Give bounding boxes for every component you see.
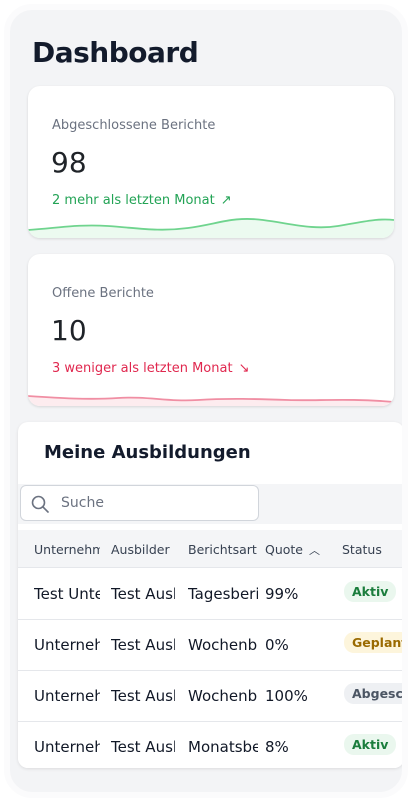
section-title: Meine Ausbildungen bbox=[44, 442, 251, 463]
cell-quote: 100% bbox=[265, 687, 308, 705]
stat-card-trend: 2 mehr als letzten Monat ↗ bbox=[52, 193, 232, 208]
cell-trainer: Test Ausbilder bbox=[111, 687, 175, 705]
cell-company: Unternehmen bbox=[34, 687, 100, 705]
table-row[interactable]: Unternehmen Test Ausbilder Wochenbericht 0%… bbox=[18, 620, 402, 671]
stat-card-trend: 3 weniger als letzten Monat ↘ bbox=[52, 361, 249, 376]
cell-report-type: Wochenbericht bbox=[188, 687, 258, 705]
stat-card-completed-reports[interactable]: Abgeschlossene Berichte 98 2 mehr als le… bbox=[28, 86, 394, 238]
status-badge: Aktiv bbox=[344, 581, 397, 602]
stat-card-label: Abgeschlossene Berichte bbox=[52, 118, 216, 133]
cell-quote: 99% bbox=[265, 585, 299, 603]
cell-trainer: Test Ausbilder bbox=[111, 738, 175, 756]
table-row[interactable]: Unternehmen Test Ausbilder Wochenbericht 10… bbox=[18, 671, 402, 722]
column-header-quote[interactable]: Quote ︿ bbox=[265, 542, 335, 558]
cell-company: Unternehmen bbox=[34, 636, 100, 654]
column-header-report-type[interactable]: Berichtsart bbox=[188, 542, 257, 557]
status-badge: Geplant bbox=[344, 632, 402, 653]
cell-company: Test Unternehmen bbox=[34, 585, 100, 603]
trend-up-icon: ↗ bbox=[220, 193, 232, 208]
trend-text: 2 mehr als letzten Monat bbox=[52, 193, 215, 208]
cell-quote: 8% bbox=[265, 738, 289, 756]
status-badge: Aktiv bbox=[344, 734, 397, 755]
cell-quote: 0% bbox=[265, 636, 289, 654]
sparkline-chart bbox=[28, 218, 394, 238]
cell-report-type: Tagesbericht bbox=[188, 585, 258, 603]
table-row[interactable]: Test Unternehmen Test Ausbilder Tagesberic… bbox=[18, 569, 402, 620]
cell-report-type: Monatsbericht bbox=[188, 738, 258, 756]
stat-card-label: Offene Berichte bbox=[52, 286, 154, 301]
stat-card-open-reports[interactable]: Offene Berichte 10 3 weniger als letzten… bbox=[28, 254, 394, 406]
search-placeholder: Suche bbox=[61, 495, 104, 511]
column-header-trainer[interactable]: Ausbilder bbox=[111, 542, 170, 557]
cell-report-type: Wochenbericht bbox=[188, 636, 258, 654]
table-row[interactable]: Unternehmen Test Ausbilder Monatsbericht 8%… bbox=[18, 722, 402, 768]
column-header-company[interactable]: Unternehmen bbox=[34, 542, 100, 557]
column-header-status[interactable]: Status bbox=[342, 542, 382, 557]
trend-text: 3 weniger als letzten Monat bbox=[52, 361, 233, 376]
status-badge: Abgeschlossen bbox=[344, 683, 402, 704]
search-input[interactable]: Suche bbox=[20, 485, 259, 521]
table-header: Unternehmen Ausbilder Berichtsart Quote ︿… bbox=[18, 530, 402, 568]
trend-down-icon: ↘ bbox=[238, 361, 250, 376]
page-title: Dashboard bbox=[32, 36, 199, 69]
sparkline-chart bbox=[28, 395, 394, 406]
sort-ascending-icon: ︿ bbox=[309, 544, 321, 557]
column-header-label: Quote bbox=[265, 542, 304, 557]
search-icon bbox=[31, 495, 49, 513]
cell-trainer: Test Ausbilder bbox=[111, 636, 175, 654]
stat-card-value: 10 bbox=[51, 314, 87, 347]
cell-company: Unternehmen bbox=[34, 738, 100, 756]
app-screen: Dashboard Abgeschlossene Berichte 98 2 m… bbox=[4, 4, 408, 798]
cell-trainer: Test Ausbilder bbox=[111, 585, 175, 603]
stat-card-value: 98 bbox=[51, 146, 87, 179]
trainings-table-card: Meine Ausbildungen Suche Unternehmen Aus… bbox=[18, 422, 402, 768]
